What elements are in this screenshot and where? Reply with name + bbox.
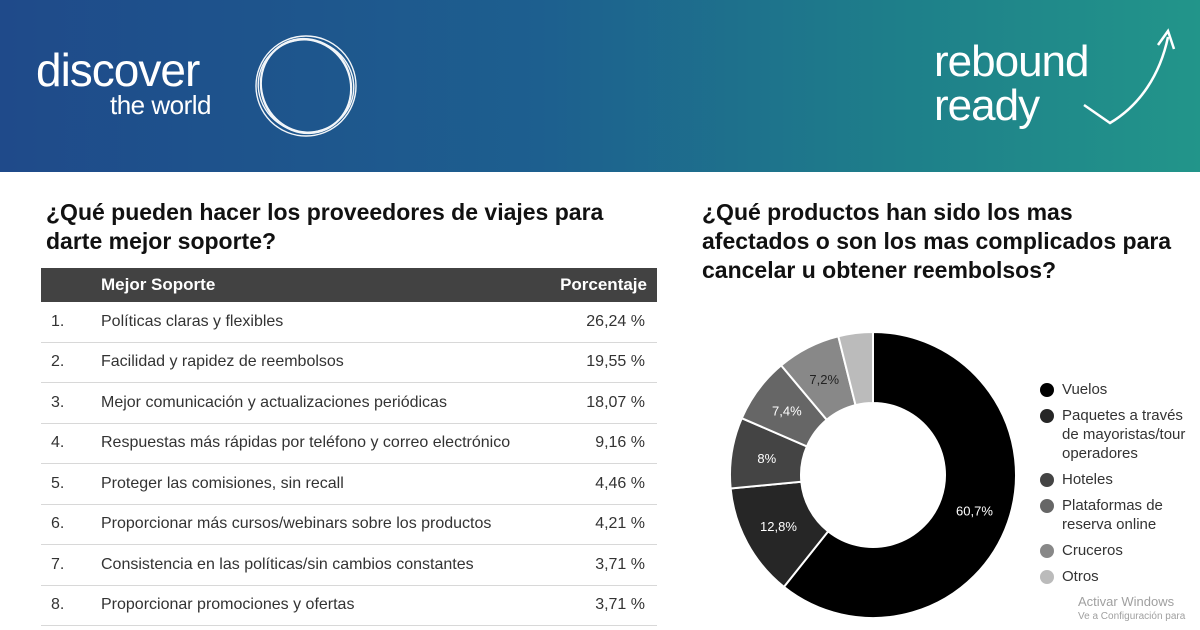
legend-label: Hoteles bbox=[1062, 471, 1113, 488]
row-label: Proporcionar promociones y ofertas bbox=[101, 596, 355, 614]
legend-label: Cruceros bbox=[1062, 542, 1123, 559]
legend-swatch bbox=[1040, 544, 1054, 558]
discover-the-world-logo: discover the world bbox=[36, 44, 212, 120]
windows-activation-watermark: Activar Windows Ve a Configuración para bbox=[1078, 594, 1185, 624]
table-header: Mejor Soporte Porcentaje bbox=[41, 268, 657, 302]
rebound-text: rebound bbox=[934, 37, 1089, 86]
row-label: Consistencia en las políticas/sin cambio… bbox=[101, 555, 474, 573]
row-label: Mejor comunicación y actualizaciones per… bbox=[101, 393, 447, 411]
row-value: 26,24 % bbox=[586, 312, 645, 330]
row-value: 9,16 % bbox=[595, 434, 645, 452]
legend-item: Paquetes a través de mayoristas/tour ope… bbox=[1040, 406, 1200, 463]
watermark-line1: Activar Windows bbox=[1078, 594, 1175, 609]
legend-item: Cruceros bbox=[1040, 541, 1200, 560]
table-row: 7. Consistencia en las políticas/sin cam… bbox=[41, 545, 657, 586]
row-number: 5. bbox=[51, 474, 65, 492]
row-value: 19,55 % bbox=[586, 353, 645, 371]
row-label: Proporcionar más cursos/webinars sobre l… bbox=[101, 515, 492, 533]
row-value: 4,46 % bbox=[595, 474, 645, 492]
header-percent: Porcentaje bbox=[560, 275, 647, 294]
row-number: 4. bbox=[51, 434, 65, 452]
row-value: 3,71 % bbox=[595, 555, 645, 573]
row-value: 4,21 % bbox=[595, 515, 645, 533]
legend-swatch bbox=[1040, 499, 1054, 513]
table-row: 3. Mejor comunicación y actualizaciones … bbox=[41, 383, 657, 424]
legend-item: Hoteles bbox=[1040, 470, 1200, 489]
slice-label: 7,2% bbox=[809, 372, 839, 387]
donut-chart: 60,7% 12,8% 8% 7,4% 7,2% bbox=[729, 330, 1017, 619]
table-row: 1. Políticas claras y flexibles 26,24 % bbox=[41, 302, 657, 343]
logo-text-line1: discover bbox=[36, 44, 200, 96]
rebound-ready-logo: rebound ready bbox=[934, 37, 1089, 130]
row-number: 3. bbox=[51, 393, 65, 411]
header-banner: discover the world rebound ready bbox=[0, 0, 1200, 172]
row-value: 18,07 % bbox=[586, 393, 645, 411]
donut-slice bbox=[837, 330, 874, 407]
table-row: 6. Proporcionar más cursos/webinars sobr… bbox=[41, 505, 657, 545]
legend-item: Plataformas de reserva online bbox=[1040, 496, 1200, 534]
row-label: Respuestas más rápidas por teléfono y co… bbox=[101, 434, 511, 452]
row-value: 3,71 % bbox=[595, 596, 645, 614]
row-label: Políticas claras y flexibles bbox=[101, 312, 284, 330]
row-number: 8. bbox=[51, 596, 65, 614]
legend-swatch bbox=[1040, 383, 1054, 397]
chart-legend: Vuelos Paquetes a través de mayoristas/to… bbox=[1040, 380, 1200, 593]
ready-text: ready bbox=[934, 81, 1040, 130]
table-row: 4. Respuestas más rápidas por teléfono y… bbox=[41, 424, 657, 464]
legend-item: Otros bbox=[1040, 567, 1200, 586]
donut-slice bbox=[782, 330, 1017, 619]
chart-title: ¿Qué productos han sido los mas afectado… bbox=[702, 199, 1172, 283]
legend-swatch bbox=[1040, 409, 1054, 423]
table-row: 8. Proporcionar promociones y ofertas 3,… bbox=[41, 586, 657, 626]
header-label: Mejor Soporte bbox=[101, 275, 216, 294]
rising-arrow-icon bbox=[1083, 28, 1176, 125]
support-table: Mejor Soporte Porcentaje 1. Políticas cl… bbox=[41, 268, 657, 626]
slice-label: 8% bbox=[757, 451, 776, 466]
slice-label: 7,4% bbox=[772, 404, 802, 419]
logo-text-line2: the world bbox=[110, 90, 212, 120]
legend-label: Vuelos bbox=[1062, 381, 1108, 398]
table-row: 5. Proteger las comisiones, sin recall 4… bbox=[41, 464, 657, 505]
legend-label: Plataformas de reserva online bbox=[1062, 497, 1163, 533]
row-number: 7. bbox=[51, 555, 65, 573]
row-label: Proteger las comisiones, sin recall bbox=[101, 474, 344, 492]
slice-label: 60,7% bbox=[956, 503, 993, 518]
legend-label: Paquetes a través de mayoristas/tour ope… bbox=[1062, 407, 1186, 462]
legend-label: Otros bbox=[1062, 568, 1099, 585]
slice-label: 12,8% bbox=[760, 519, 797, 534]
legend-swatch bbox=[1040, 570, 1054, 584]
rings-logo-icon bbox=[255, 35, 357, 137]
watermark-line2: Ve a Configuración para bbox=[1078, 611, 1186, 622]
row-number: 6. bbox=[51, 515, 65, 533]
table-title: ¿Qué pueden hacer los proveedores de via… bbox=[46, 199, 604, 254]
row-number: 1. bbox=[51, 312, 65, 330]
legend-item: Vuelos bbox=[1040, 380, 1200, 399]
table-row: 2. Facilidad y rapidez de reembolsos 19,… bbox=[41, 343, 657, 383]
legend-swatch bbox=[1040, 473, 1054, 487]
row-label: Facilidad y rapidez de reembolsos bbox=[101, 353, 344, 371]
row-number: 2. bbox=[51, 353, 65, 371]
